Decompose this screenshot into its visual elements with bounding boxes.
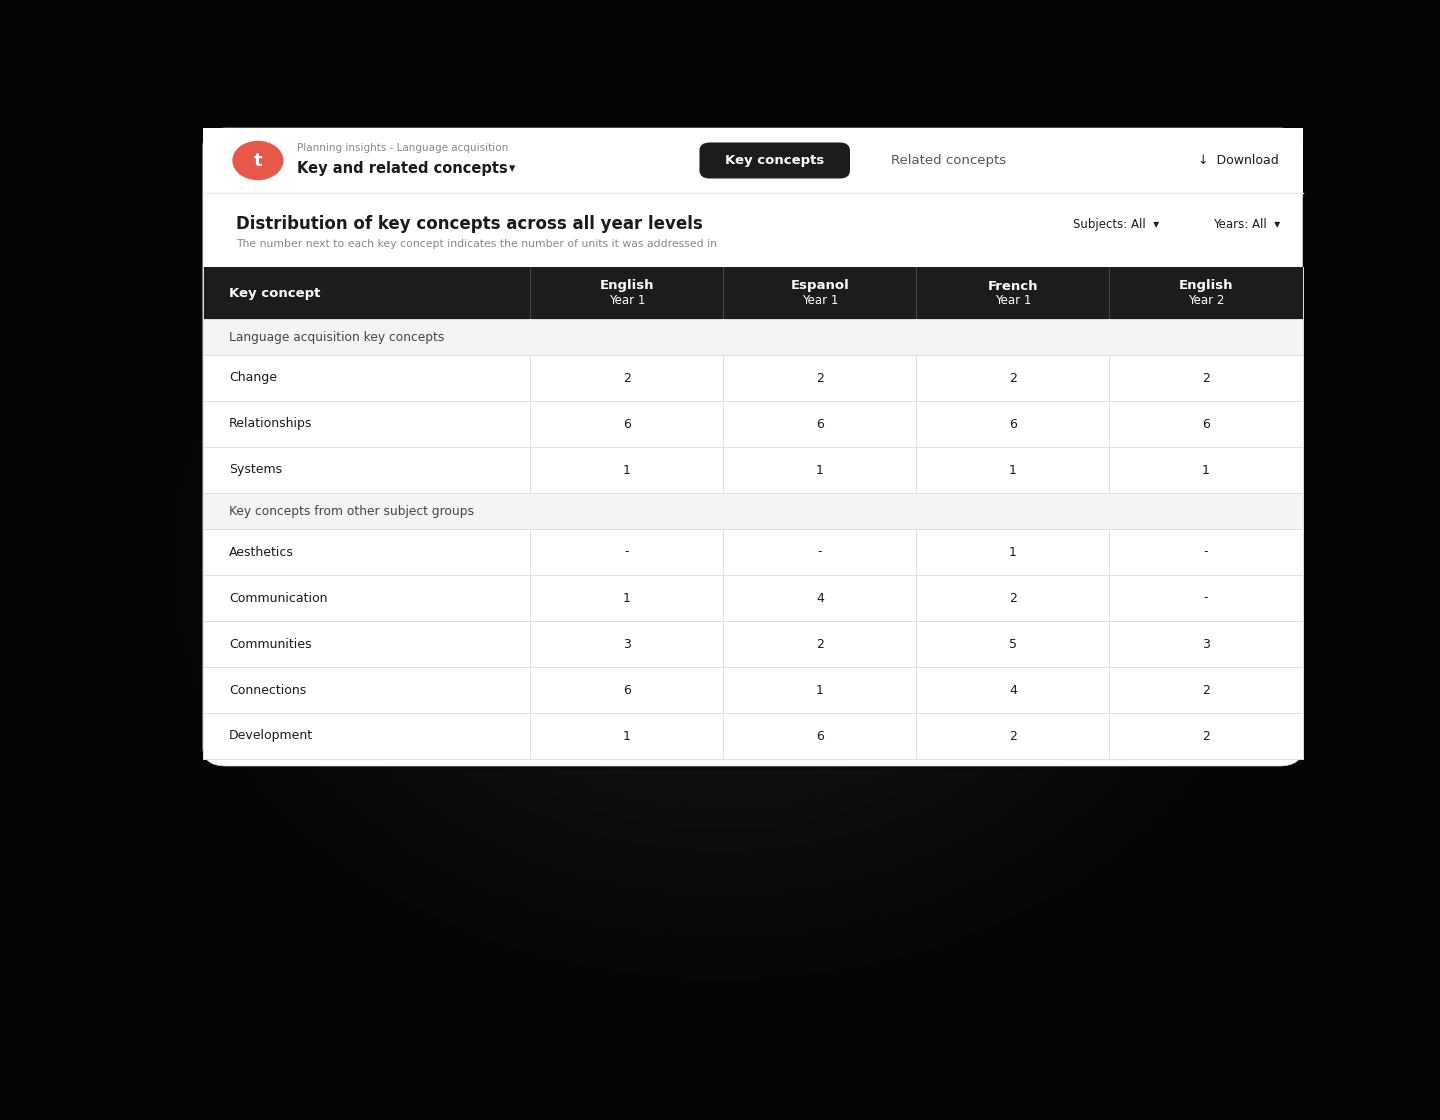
Text: 1: 1 bbox=[622, 464, 631, 476]
Text: 6: 6 bbox=[816, 729, 824, 743]
Bar bbox=[203, 529, 1303, 575]
Text: 6: 6 bbox=[622, 683, 631, 697]
Bar bbox=[203, 668, 1303, 713]
Text: 2: 2 bbox=[1202, 729, 1210, 743]
Text: 6: 6 bbox=[1202, 418, 1210, 430]
Bar bbox=[203, 355, 1303, 401]
Text: Subjects: All  ▾: Subjects: All ▾ bbox=[1073, 218, 1159, 231]
Text: 2: 2 bbox=[1009, 729, 1017, 743]
Text: English: English bbox=[599, 280, 654, 292]
Text: 5: 5 bbox=[1009, 637, 1017, 651]
Text: 2: 2 bbox=[1202, 683, 1210, 697]
Text: Key concepts: Key concepts bbox=[726, 155, 824, 167]
Text: French: French bbox=[988, 280, 1038, 292]
FancyBboxPatch shape bbox=[203, 128, 1303, 766]
Text: Year 1: Year 1 bbox=[609, 295, 645, 308]
Text: English: English bbox=[1179, 280, 1233, 292]
Text: -: - bbox=[818, 545, 822, 559]
Text: 1: 1 bbox=[816, 464, 824, 476]
Text: 1: 1 bbox=[622, 729, 631, 743]
Text: Connections: Connections bbox=[229, 683, 307, 697]
Text: Development: Development bbox=[229, 729, 314, 743]
Text: 1: 1 bbox=[1202, 464, 1210, 476]
Text: 6: 6 bbox=[622, 418, 631, 430]
Text: 1: 1 bbox=[816, 683, 824, 697]
Text: Year 2: Year 2 bbox=[1188, 295, 1224, 308]
Text: -: - bbox=[625, 545, 629, 559]
Text: 2: 2 bbox=[1009, 591, 1017, 605]
Text: Espanol: Espanol bbox=[791, 280, 850, 292]
Bar bbox=[203, 447, 1303, 493]
Text: 1: 1 bbox=[1009, 545, 1017, 559]
Text: Planning insights - Language acquisition: Planning insights - Language acquisition bbox=[297, 143, 508, 153]
Text: 2: 2 bbox=[816, 372, 824, 384]
Bar bbox=[203, 319, 1303, 355]
Text: Language acquisition key concepts: Language acquisition key concepts bbox=[229, 330, 445, 344]
Bar bbox=[203, 401, 1303, 447]
Text: 3: 3 bbox=[1202, 637, 1210, 651]
Text: -: - bbox=[1204, 591, 1208, 605]
Text: 4: 4 bbox=[816, 591, 824, 605]
Text: Relationships: Relationships bbox=[229, 418, 312, 430]
Bar bbox=[203, 128, 1303, 193]
Text: Communities: Communities bbox=[229, 637, 311, 651]
Text: 6: 6 bbox=[816, 418, 824, 430]
Text: Change: Change bbox=[229, 372, 276, 384]
Text: t: t bbox=[253, 152, 262, 170]
Text: 3: 3 bbox=[622, 637, 631, 651]
Bar bbox=[203, 575, 1303, 620]
Text: The number next to each key concept indicates the number of units it was address: The number next to each key concept indi… bbox=[236, 239, 717, 249]
Text: 1: 1 bbox=[1009, 464, 1017, 476]
Text: Related concepts: Related concepts bbox=[890, 155, 1005, 167]
Bar bbox=[203, 713, 1303, 759]
Text: Systems: Systems bbox=[229, 464, 282, 476]
Text: 2: 2 bbox=[622, 372, 631, 384]
Text: Communication: Communication bbox=[229, 591, 327, 605]
Text: Distribution of key concepts across all year levels: Distribution of key concepts across all … bbox=[236, 215, 703, 233]
Text: Aesthetics: Aesthetics bbox=[229, 545, 294, 559]
Bar bbox=[203, 493, 1303, 529]
Bar bbox=[203, 620, 1303, 668]
Text: Key concepts from other subject groups: Key concepts from other subject groups bbox=[229, 504, 474, 517]
Bar bbox=[203, 267, 1303, 319]
Circle shape bbox=[233, 141, 282, 179]
Text: Key concept: Key concept bbox=[229, 287, 321, 299]
Text: 2: 2 bbox=[1202, 372, 1210, 384]
Text: 1: 1 bbox=[622, 591, 631, 605]
Text: 2: 2 bbox=[1009, 372, 1017, 384]
Text: 6: 6 bbox=[1009, 418, 1017, 430]
Text: Key and related concepts: Key and related concepts bbox=[297, 161, 508, 177]
Text: ▾: ▾ bbox=[510, 162, 516, 176]
FancyBboxPatch shape bbox=[700, 142, 850, 178]
Text: Year 1: Year 1 bbox=[802, 295, 838, 308]
Text: Years: All  ▾: Years: All ▾ bbox=[1214, 218, 1280, 231]
Text: Year 1: Year 1 bbox=[995, 295, 1031, 308]
Text: ↓  Download: ↓ Download bbox=[1198, 155, 1279, 167]
FancyBboxPatch shape bbox=[206, 131, 1305, 769]
Text: 2: 2 bbox=[816, 637, 824, 651]
Text: 4: 4 bbox=[1009, 683, 1017, 697]
Text: -: - bbox=[1204, 545, 1208, 559]
